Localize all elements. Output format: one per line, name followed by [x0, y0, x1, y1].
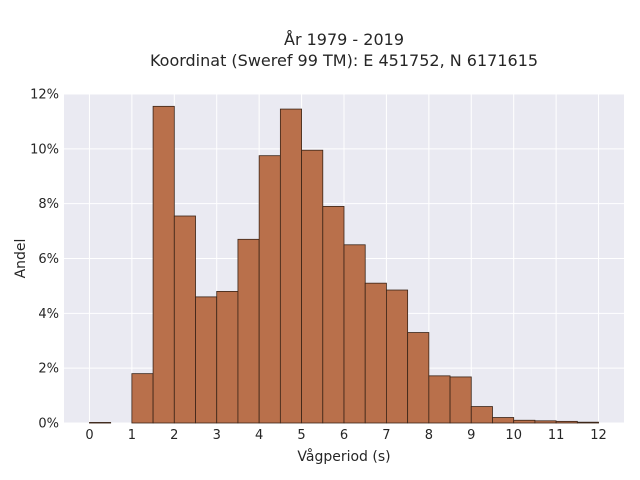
x-tick-label: 11	[548, 428, 565, 443]
y-tick-label: 0%	[38, 417, 59, 432]
y-tick-label: 4%	[38, 307, 59, 322]
x-tick-label: 4	[255, 428, 263, 443]
y-axis-label: Andel	[13, 239, 29, 279]
histogram-bar	[301, 149, 324, 424]
histogram-bar	[279, 108, 302, 424]
histogram-bar	[492, 417, 515, 424]
x-tick-label: 5	[297, 428, 305, 443]
histogram-bar	[364, 282, 387, 424]
x-tick-label: 7	[382, 428, 390, 443]
x-tick-label: 8	[425, 428, 433, 443]
chart-title: År 1979 - 2019	[284, 30, 404, 49]
histogram-bar	[534, 420, 557, 424]
x-tick-label: 12	[590, 428, 607, 443]
x-axis-ticks: 0 1 2 3 4 5 6 7 8 9 10 11 12	[85, 428, 607, 443]
histogram-bar	[428, 375, 451, 424]
histogram-bar	[237, 238, 260, 424]
histogram-bar	[407, 332, 430, 424]
y-axis-ticks: 0% 2% 4% 6% 8% 10% 12%	[30, 88, 59, 432]
bars	[89, 105, 599, 424]
x-axis-label: Vågperiod (s)	[297, 448, 390, 465]
x-tick-label: 9	[467, 428, 475, 443]
y-tick-label: 2%	[38, 362, 59, 377]
x-tick-label: 1	[128, 428, 136, 443]
histogram-bar	[343, 244, 366, 424]
histogram-bar	[576, 421, 599, 424]
x-tick-label: 6	[340, 428, 348, 443]
histogram-bar	[195, 296, 218, 424]
histogram-bar	[555, 420, 578, 424]
y-tick-label: 6%	[38, 252, 59, 267]
histogram-bar	[173, 215, 196, 424]
histogram-bar	[513, 419, 536, 424]
histogram-bar	[449, 376, 472, 424]
histogram-bar	[386, 289, 409, 424]
y-tick-label: 8%	[38, 197, 59, 212]
chart-subtitle: Koordinat (Sweref 99 TM): E 451752, N 61…	[149, 51, 539, 70]
histogram-bar	[152, 105, 175, 424]
x-tick-label: 3	[213, 428, 221, 443]
x-tick-label: 2	[170, 428, 178, 443]
histogram-bar	[89, 422, 112, 424]
histogram-bar	[258, 155, 281, 424]
y-tick-label: 12%	[30, 88, 59, 103]
histogram-bar	[322, 206, 345, 424]
y-tick-label: 10%	[30, 142, 59, 157]
x-tick-label: 10	[505, 428, 522, 443]
x-tick-label: 0	[85, 428, 93, 443]
histogram-bar	[131, 373, 154, 424]
histogram-bar	[216, 290, 239, 424]
histogram-bar	[470, 406, 493, 424]
